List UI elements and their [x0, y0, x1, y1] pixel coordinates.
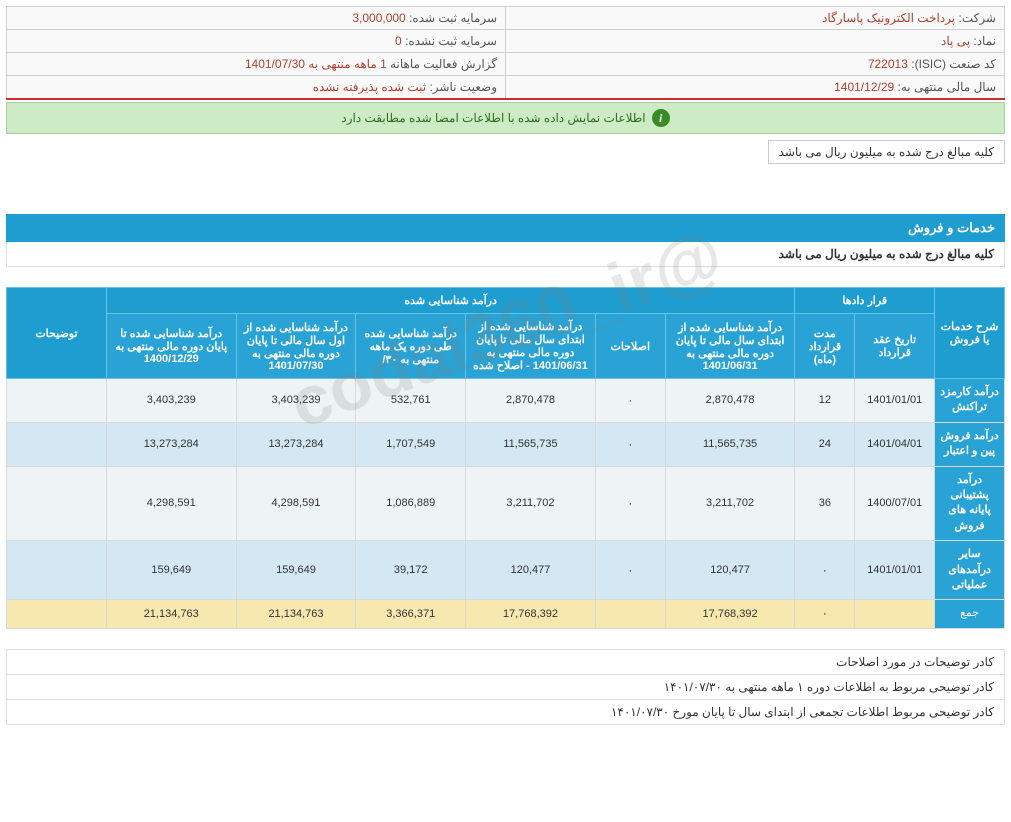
cell: درآمد کارمزد تراکنش — [935, 379, 1005, 423]
cell — [7, 600, 107, 628]
cell: سایر درآمدهای عملیاتی — [935, 541, 1005, 600]
footer-line-3: کادر توضیحی مربوط اطلاعات تجمعی از ابتدا… — [6, 700, 1005, 725]
isic-value: 722013 — [868, 57, 908, 71]
th-contract-date: تاریخ عقد قرارداد — [855, 314, 935, 379]
cell: 120,477 — [466, 541, 596, 600]
cell: 13,273,284 — [236, 422, 356, 466]
symbol-value: پی پاد — [941, 34, 970, 48]
cell — [7, 379, 107, 423]
capital-reg-value: 3,000,000 — [352, 11, 405, 25]
fiscal-label: سال مالی منتهی به: — [898, 80, 996, 94]
cell: 13,273,284 — [106, 422, 236, 466]
report-value: 1 ماهه منتهی به 1401/07/30 — [245, 57, 387, 71]
cell: 21,134,763 — [236, 600, 356, 628]
th-contract-duration: مدت قرارداد (ماه) — [795, 314, 855, 379]
footer-notes: کادر توضیحات در مورد اصلاحات کادر توضیحی… — [6, 649, 1005, 725]
cell: 2,870,478 — [665, 379, 795, 423]
cell: 1401/04/01 — [855, 422, 935, 466]
cell — [7, 466, 107, 541]
th-recognized: درآمد شناسایی شده — [106, 288, 795, 314]
cell: 17,768,392 — [665, 600, 795, 628]
cell: 1,086,889 — [356, 466, 466, 541]
revenue-table: شرح خدمات یا فروش قرار دادها درآمد شناسا… — [6, 287, 1005, 629]
cell: 11,565,735 — [665, 422, 795, 466]
th-rev-to-631-corr: درآمد شناسایی شده از ابتدای سال مالی تا … — [466, 314, 596, 379]
cell: ۰ — [595, 541, 665, 600]
cell: 24 — [795, 422, 855, 466]
currency-note: کلیه مبالغ درج شده به میلیون ریال می باش… — [768, 140, 1005, 164]
cell: ۰ — [795, 600, 855, 628]
cell: 159,649 — [106, 541, 236, 600]
cell: 1401/01/01 — [855, 379, 935, 423]
th-rev-one-month: درآمد شناسایی شده طی دوره یک ماهه منتهی … — [356, 314, 466, 379]
footer-line-2: کادر توضیحی مربوط به اطلاعات دوره ۱ ماهه… — [6, 675, 1005, 700]
th-rev-ytd: درآمد شناسایی شده از اول سال مالی تا پای… — [236, 314, 356, 379]
cell: 3,403,239 — [236, 379, 356, 423]
th-rev-prev: درآمد شناسایی شده تا پایان دوره مالی منت… — [106, 314, 236, 379]
cell — [595, 600, 665, 628]
publisher-label: وضعیت ناشر: — [429, 80, 497, 94]
table-row: درآمد کارمزد تراکنش1401/01/01122,870,478… — [7, 379, 1005, 423]
cell — [7, 541, 107, 600]
cell: 2,870,478 — [466, 379, 596, 423]
cell: 11,565,735 — [466, 422, 596, 466]
cell: ۰ — [795, 541, 855, 600]
cell: جمع — [935, 600, 1005, 628]
report-label: گزارش فعالیت ماهانه — [390, 57, 497, 71]
cell: 3,403,239 — [106, 379, 236, 423]
cell: ۰ — [595, 422, 665, 466]
section-title: خدمات و فروش — [6, 214, 1005, 242]
capital-unreg-label: سرمایه ثبت نشده: — [405, 34, 497, 48]
alert-text: اطلاعات نمایش داده شده با اطلاعات امضا ش… — [341, 111, 645, 125]
cell: 1,707,549 — [356, 422, 466, 466]
symbol-label: نماد: — [973, 34, 996, 48]
section-subtitle: کلیه مبالغ درج شده به میلیون ریال می باش… — [6, 242, 1005, 267]
cell: ۰ — [595, 379, 665, 423]
alert-match: i اطلاعات نمایش داده شده با اطلاعات امضا… — [6, 102, 1005, 134]
cell: 39,172 — [356, 541, 466, 600]
th-row-title: شرح خدمات یا فروش — [935, 288, 1005, 379]
info-icon: i — [652, 109, 670, 127]
th-contracts: قرار دادها — [795, 288, 935, 314]
company-label: شرکت: — [958, 11, 996, 25]
th-rev-to-631: درآمد شناسایی شده از ابتدای سال مالی تا … — [665, 314, 795, 379]
cell: 1401/01/01 — [855, 541, 935, 600]
table-row: درآمد پشتیبانی پایانه های فروش1400/07/01… — [7, 466, 1005, 541]
th-corrections: اصلاحات — [595, 314, 665, 379]
capital-reg-label: سرمایه ثبت شده: — [409, 11, 497, 25]
cell — [7, 422, 107, 466]
cell: 12 — [795, 379, 855, 423]
cell: 36 — [795, 466, 855, 541]
table-row-total: جمع۰17,768,39217,768,3923,366,37121,134,… — [7, 600, 1005, 628]
publisher-value: ثبت شده پذیرفته نشده — [313, 80, 426, 94]
isic-label: کد صنعت (ISIC): — [911, 57, 996, 71]
cell: 3,211,702 — [466, 466, 596, 541]
th-notes: توضیحات — [7, 288, 107, 379]
cell: 4,298,591 — [236, 466, 356, 541]
fiscal-value: 1401/12/29 — [834, 80, 894, 94]
cell: درآمد پشتیبانی پایانه های فروش — [935, 466, 1005, 541]
cell — [855, 600, 935, 628]
capital-unreg-value: 0 — [395, 34, 402, 48]
cell: 21,134,763 — [106, 600, 236, 628]
cell: 17,768,392 — [466, 600, 596, 628]
cell: 3,366,371 — [356, 600, 466, 628]
table-row: سایر درآمدهای عملیاتی1401/01/01۰120,477۰… — [7, 541, 1005, 600]
company-value: پرداخت الکترونیک پاسارگاد — [822, 11, 955, 25]
cell: 532,761 — [356, 379, 466, 423]
cell: ۰ — [595, 466, 665, 541]
table-row: درآمد فروش پین و اعتبار1401/04/012411,56… — [7, 422, 1005, 466]
cell: 1400/07/01 — [855, 466, 935, 541]
company-info-table: شرکت: پرداخت الکترونیک پاسارگاد سرمایه ث… — [6, 6, 1005, 100]
cell: 4,298,591 — [106, 466, 236, 541]
cell: 120,477 — [665, 541, 795, 600]
footer-line-1: کادر توضیحات در مورد اصلاحات — [6, 649, 1005, 675]
cell: 159,649 — [236, 541, 356, 600]
cell: درآمد فروش پین و اعتبار — [935, 422, 1005, 466]
cell: 3,211,702 — [665, 466, 795, 541]
